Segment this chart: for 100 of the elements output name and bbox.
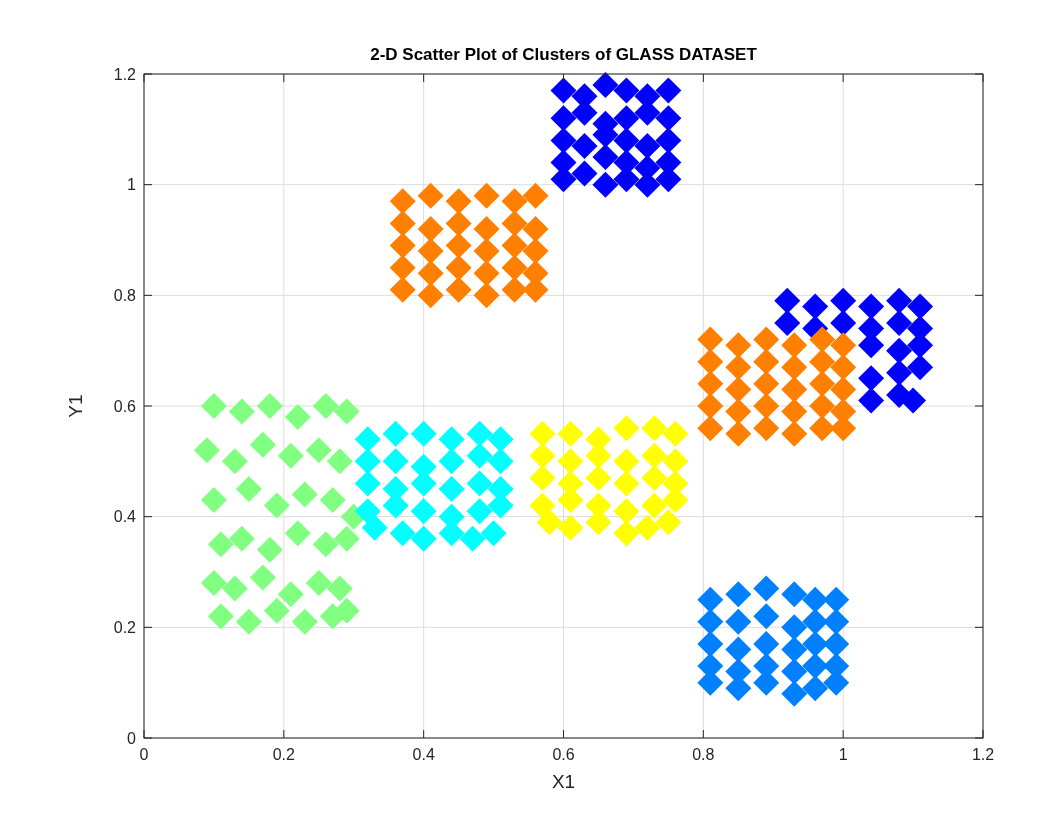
- point: [410, 420, 437, 447]
- point: [305, 570, 332, 597]
- y-tick-label: 0.4: [113, 508, 137, 526]
- point: [445, 188, 472, 215]
- point: [249, 564, 276, 591]
- point: [445, 254, 472, 281]
- point: [284, 520, 311, 547]
- point: [333, 525, 360, 552]
- point: [501, 254, 528, 281]
- point: [655, 77, 682, 104]
- point: [417, 182, 444, 209]
- point: [277, 581, 304, 608]
- point: [291, 608, 318, 635]
- point: [473, 182, 500, 209]
- point: [410, 525, 437, 552]
- point: [725, 398, 752, 425]
- point: [753, 630, 780, 657]
- point: [774, 310, 801, 336]
- point: [830, 310, 857, 336]
- point: [592, 171, 619, 198]
- point: [473, 260, 500, 287]
- point: [753, 393, 780, 419]
- point: [382, 448, 409, 475]
- point: [550, 127, 577, 154]
- point: [228, 525, 255, 552]
- point: [221, 448, 248, 475]
- point: [522, 182, 549, 209]
- point: [613, 77, 640, 104]
- point: [466, 420, 493, 447]
- point: [725, 581, 752, 608]
- point: [382, 420, 409, 447]
- point: [858, 387, 885, 414]
- point: [781, 658, 808, 685]
- point: [613, 127, 640, 154]
- point: [781, 614, 808, 641]
- point: [613, 415, 640, 442]
- point: [697, 348, 724, 375]
- point: [557, 514, 584, 541]
- point: [781, 581, 808, 608]
- point: [389, 210, 416, 237]
- point: [697, 415, 724, 442]
- point: [900, 387, 927, 414]
- point: [536, 509, 563, 536]
- point: [235, 608, 262, 635]
- point: [473, 215, 500, 242]
- point: [725, 332, 752, 359]
- point: [753, 370, 780, 397]
- point: [781, 354, 808, 381]
- point: [823, 630, 850, 657]
- point: [417, 260, 444, 287]
- point: [529, 442, 556, 469]
- point: [354, 448, 381, 475]
- point: [550, 77, 577, 104]
- point: [256, 393, 283, 419]
- point: [809, 348, 836, 375]
- point: [725, 636, 752, 663]
- point: [781, 636, 808, 663]
- point: [501, 210, 528, 237]
- point: [263, 597, 290, 624]
- point: [809, 370, 836, 397]
- point: [333, 398, 360, 425]
- y-tick-label: 1.2: [113, 65, 137, 83]
- point: [613, 105, 640, 132]
- point: [326, 575, 353, 602]
- point: [725, 354, 752, 381]
- point: [305, 437, 332, 464]
- point: [697, 370, 724, 397]
- x-tick-label: 1: [838, 746, 848, 763]
- point: [221, 575, 248, 602]
- point: [697, 608, 724, 635]
- point: [389, 232, 416, 259]
- point: [830, 332, 857, 359]
- point: [249, 431, 276, 458]
- point: [725, 608, 752, 635]
- point: [781, 680, 808, 707]
- point: [823, 586, 850, 613]
- point: [781, 420, 808, 447]
- point: [417, 215, 444, 242]
- point: [830, 376, 857, 403]
- x-tick-label: 1.2: [971, 746, 995, 763]
- point: [501, 276, 528, 303]
- y-tick-label: 0: [127, 729, 137, 747]
- point: [753, 348, 780, 375]
- point: [529, 420, 556, 447]
- point: [613, 498, 640, 525]
- point: [907, 293, 934, 320]
- point: [662, 420, 689, 447]
- point: [697, 393, 724, 419]
- point: [501, 188, 528, 215]
- point: [592, 144, 619, 170]
- point: [613, 520, 640, 547]
- point: [417, 238, 444, 265]
- point: [354, 498, 381, 525]
- point: [466, 498, 493, 525]
- point: [830, 287, 857, 314]
- point: [886, 287, 913, 314]
- point: [361, 514, 388, 541]
- x-tick-label: 0.6: [552, 746, 575, 763]
- point: [200, 570, 227, 597]
- point: [809, 393, 836, 419]
